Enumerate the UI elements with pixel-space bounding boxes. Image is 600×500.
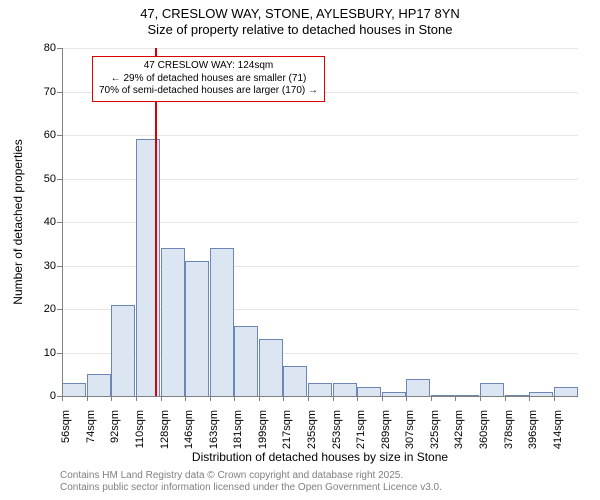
- x-tick-label: 342sqm: [453, 410, 465, 449]
- annotation-box: 47 CRESLOW WAY: 124sqm← 29% of detached …: [92, 56, 325, 102]
- x-tick-label: 56sqm: [60, 410, 72, 443]
- histogram-bar: [480, 383, 504, 396]
- chart-title-line1: 47, CRESLOW WAY, STONE, AYLESBURY, HP17 …: [0, 6, 600, 22]
- x-tick-label: 74sqm: [85, 410, 97, 443]
- x-tick-label: 325sqm: [429, 410, 441, 449]
- x-tick-label: 253sqm: [331, 410, 343, 449]
- x-tick-label: 110sqm: [134, 410, 146, 448]
- x-tick-label: 181sqm: [232, 410, 244, 449]
- y-tick-label: 40: [26, 216, 56, 228]
- x-axis-line: [62, 396, 578, 397]
- histogram-bar: [62, 383, 86, 396]
- y-axis-line: [62, 48, 63, 396]
- footer-attribution: Contains HM Land Registry data © Crown c…: [60, 470, 442, 494]
- y-tick-label: 80: [26, 42, 56, 54]
- y-tick-label: 0: [26, 390, 56, 402]
- histogram-bar: [161, 248, 185, 396]
- histogram-bar: [87, 374, 111, 396]
- plot-area: 47 CRESLOW WAY: 124sqm← 29% of detached …: [62, 48, 578, 396]
- annotation-line: 70% of semi-detached houses are larger (…: [99, 85, 318, 98]
- histogram-bar: [333, 383, 357, 396]
- x-tick-label: 307sqm: [404, 410, 416, 449]
- histogram-bar: [406, 379, 430, 396]
- x-tick-label: 92sqm: [109, 410, 121, 443]
- x-tick-label: 360sqm: [478, 410, 490, 449]
- x-tick-label: 217sqm: [281, 410, 293, 449]
- gridline: [62, 135, 578, 136]
- annotation-line: ← 29% of detached houses are smaller (71…: [99, 73, 318, 86]
- y-tick-label: 50: [26, 173, 56, 185]
- histogram-bar: [259, 339, 283, 396]
- footer-line1: Contains HM Land Registry data © Crown c…: [60, 470, 442, 482]
- x-tick-label: 271sqm: [355, 410, 367, 449]
- x-tick-label: 378sqm: [503, 410, 515, 449]
- x-tick-label: 235sqm: [306, 410, 318, 449]
- x-tick-label: 414sqm: [552, 410, 564, 449]
- x-tick-label: 128sqm: [159, 410, 171, 449]
- footer-line2: Contains public sector information licen…: [60, 482, 442, 494]
- x-axis-label: Distribution of detached houses by size …: [192, 450, 448, 464]
- annotation-line: 47 CRESLOW WAY: 124sqm: [99, 60, 318, 73]
- histogram-bar: [210, 248, 234, 396]
- x-tick-label: 146sqm: [183, 410, 195, 449]
- histogram-bar: [283, 366, 307, 396]
- chart-title-block: 47, CRESLOW WAY, STONE, AYLESBURY, HP17 …: [0, 0, 600, 39]
- x-tick-label: 199sqm: [257, 410, 269, 449]
- histogram-bar: [308, 383, 332, 396]
- gridline: [62, 48, 578, 49]
- histogram-bar: [357, 387, 381, 396]
- x-tick-label: 289sqm: [380, 410, 392, 449]
- y-tick-label: 20: [26, 303, 56, 315]
- y-axis-label: Number of detached properties: [11, 139, 25, 304]
- histogram-bar: [554, 387, 578, 396]
- chart-title-line2: Size of property relative to detached ho…: [0, 22, 600, 38]
- histogram-bar: [234, 326, 258, 396]
- histogram-bar: [111, 305, 135, 396]
- y-tick-label: 10: [26, 347, 56, 359]
- histogram-bar: [185, 261, 209, 396]
- y-tick-label: 60: [26, 129, 56, 141]
- x-tick-label: 396sqm: [527, 410, 539, 449]
- x-tick-label: 163sqm: [208, 410, 220, 449]
- y-tick-label: 30: [26, 260, 56, 272]
- y-tick-label: 70: [26, 86, 56, 98]
